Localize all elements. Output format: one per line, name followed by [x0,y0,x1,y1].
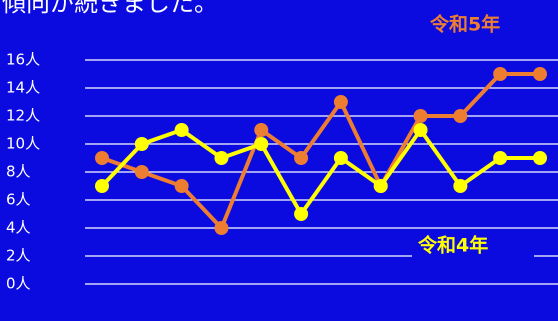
data-point [134,137,149,151]
series-line [101,72,540,230]
data-point [493,67,508,81]
data-point [134,165,149,179]
y-tick-label: 16人 [6,51,40,69]
series-label: 令和5年 [430,13,500,36]
series-label: 令和4年 [418,234,488,257]
series-line [100,128,540,216]
data-point [294,207,309,221]
y-tick-label: 10人 [6,135,40,153]
data-point [333,95,348,109]
chart-title: 傾向が続きました。 [2,0,218,17]
y-tick-label: 14人 [6,79,40,97]
data-point [214,151,229,165]
y-tick-label: 0人 [6,275,31,293]
data-point [294,151,309,165]
data-point [373,179,388,193]
data-point [533,67,547,81]
data-point [493,151,508,165]
data-point [174,179,189,193]
y-tick-label: 2人 [6,247,31,265]
data-point [254,123,269,137]
data-point [453,179,468,193]
y-tick-label: 8人 [6,163,31,181]
y-tick-label: 6人 [6,191,31,209]
y-tick-label: 12人 [6,107,40,125]
data-point [453,109,468,123]
data-point [333,151,348,165]
data-point [254,137,269,151]
data-point [533,151,547,165]
data-point [95,179,109,193]
data-point [214,221,229,235]
data-point [174,123,189,137]
data-point [413,123,428,137]
data-point [413,109,428,123]
data-point [95,151,109,165]
y-tick-label: 4人 [6,219,31,237]
label-background [412,231,534,259]
